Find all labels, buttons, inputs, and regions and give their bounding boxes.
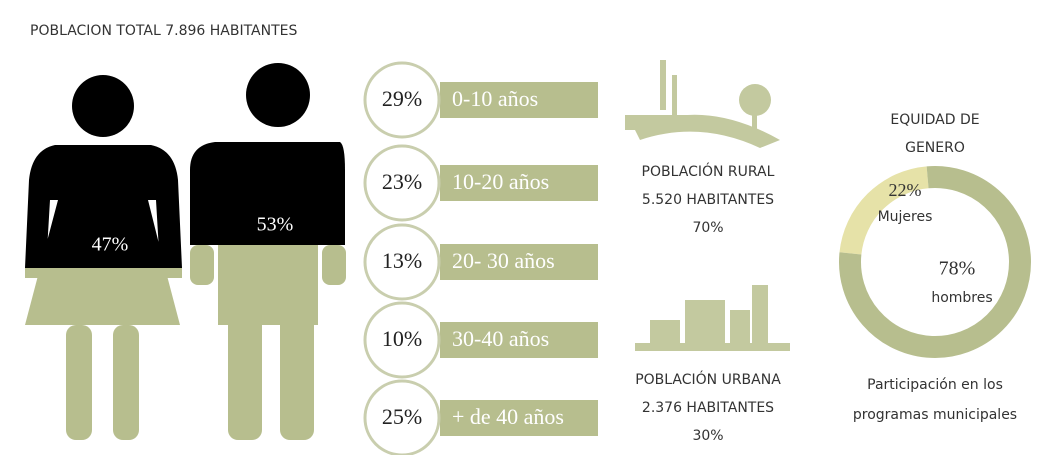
age-percent: 13% <box>382 248 422 273</box>
age-box <box>440 82 598 118</box>
rural-text: 5.520 HABITANTES <box>642 192 774 208</box>
age-circle <box>363 379 441 455</box>
rural-text: POBLACIÓN RURAL <box>642 162 775 180</box>
equity-footer: programas municipales <box>853 407 1017 423</box>
men-name: hombres <box>931 290 992 306</box>
age-circle <box>363 144 441 222</box>
women-label: 22% <box>889 180 922 200</box>
man-figure <box>190 63 346 440</box>
urban-icon <box>635 285 790 351</box>
men-percent: 53% <box>257 214 294 236</box>
age-percent: 29% <box>382 86 422 111</box>
age-circle <box>363 61 441 139</box>
age-circle <box>363 223 441 301</box>
equity-footer: Participación en los <box>867 377 1003 393</box>
age-box <box>440 322 598 358</box>
age-percent: 25% <box>382 404 422 429</box>
age-box <box>440 244 598 280</box>
age-percent: 23% <box>382 169 422 194</box>
rural-icon <box>625 60 780 148</box>
urban-text: POBLACIÓN URBANA <box>635 370 781 388</box>
age-range: + de 40 años <box>452 404 564 429</box>
men-label: 78% <box>939 258 976 280</box>
women-percent: 47% <box>92 234 129 256</box>
age-range: 20- 30 años <box>452 248 555 273</box>
age-circle <box>363 301 441 379</box>
donut-segment <box>839 166 929 255</box>
age-box <box>440 400 598 436</box>
title: POBLACION TOTAL 7.896 HABITANTES <box>30 23 298 39</box>
equity-title: EQUIDAD DE <box>890 112 979 128</box>
urban-text: 2.376 HABITANTES <box>642 400 774 416</box>
age-range: 30-40 años <box>452 326 549 351</box>
women-name: Mujeres <box>878 209 933 225</box>
equity-title: GENERO <box>905 140 965 156</box>
age-box <box>440 165 598 201</box>
donut-segment <box>839 166 1031 358</box>
woman-figure <box>25 75 182 440</box>
rural-text: 70% <box>692 220 723 236</box>
urban-text: 30% <box>692 428 723 444</box>
age-percent: 10% <box>382 326 422 351</box>
age-range: 0-10 años <box>452 86 538 111</box>
age-range: 10-20 años <box>452 169 549 194</box>
